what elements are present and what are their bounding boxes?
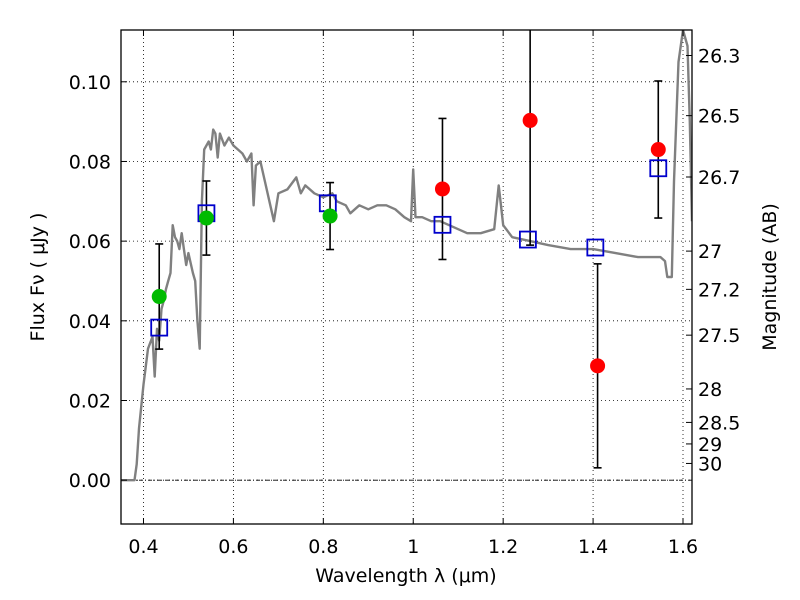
plot-frame: [120, 29, 693, 525]
limit-point: [590, 358, 606, 374]
limit-point: [650, 142, 666, 158]
magnitude-tick-label: 28: [698, 379, 722, 401]
model-band-flux-square: [649, 159, 668, 178]
x-axis-title: Wavelength λ (μm): [315, 565, 496, 587]
magnitude-tick-label: 27.2: [698, 279, 740, 301]
x-tick-label: 1.2: [488, 536, 518, 558]
axes-ticks: 0.4 0.6 0.8 1 1.2 1.4 1.6 0.00 0.02 0.04 0.06 0.08 0…: [69, 30, 740, 558]
y-tick-label: 0.08: [69, 151, 111, 173]
magnitude-tick-label: 28.5: [698, 412, 740, 434]
y-tick-label: 0.04: [69, 311, 111, 333]
x-tick-label: 1.6: [668, 536, 698, 558]
model-band-flux-square: [586, 238, 605, 257]
model-band-flux-square: [150, 318, 169, 337]
magnitude-tick-label: 29: [698, 434, 722, 456]
magnitude-tick-label: 27: [698, 241, 722, 263]
x-tick-label: 1.4: [578, 536, 608, 558]
magnitude-tick-label: 30: [698, 453, 722, 475]
x-tick-label: 0.6: [218, 536, 248, 558]
x-tick-label: 1: [407, 536, 419, 558]
y-tick-label: 0.02: [69, 391, 111, 413]
magnitude-tick-label: 26.5: [698, 106, 740, 128]
y-axis-title: Flux Fν ( μJy ): [27, 213, 49, 342]
detection-point: [151, 289, 167, 305]
detection-point: [198, 210, 214, 226]
model-band-flux-square: [518, 230, 537, 249]
grid: [121, 30, 692, 524]
limit-point: [522, 112, 538, 128]
y-tick-label: 0.10: [69, 72, 111, 94]
x-tick-label: 0.4: [128, 536, 158, 558]
x-tick-label: 0.8: [308, 536, 338, 558]
magnitude-tick-label: 26.3: [698, 45, 740, 67]
y-tick-label: 0.06: [69, 231, 111, 253]
magnitude-tick-label: 26.7: [698, 167, 740, 189]
magnitude-tick-label: 27.5: [698, 325, 740, 347]
detection-point: [322, 208, 338, 224]
limit-point: [434, 181, 450, 197]
y-axis-right-title: Magnitude (AB): [759, 203, 781, 351]
plot-area: [121, 30, 692, 482]
y-tick-label: 0.00: [69, 470, 111, 492]
model-band-flux-square: [433, 215, 452, 234]
sed-model-line: [121, 30, 692, 482]
